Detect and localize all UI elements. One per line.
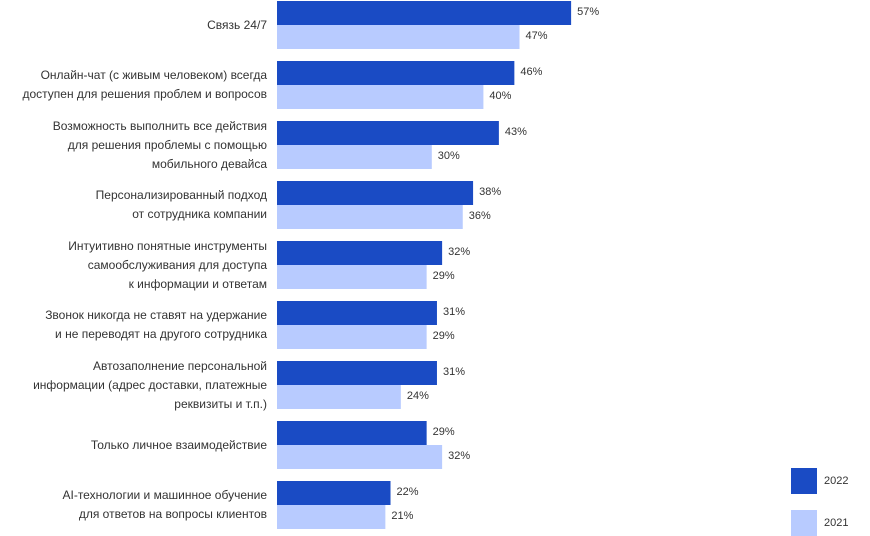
bar-2022-0: [277, 1, 572, 25]
category-label-line: Онлайн-чат (с живым человеком) всегда: [40, 68, 267, 82]
bar-2021-7: [277, 445, 443, 469]
bar-2022-4: [277, 241, 443, 265]
bar-2022-2: [277, 121, 499, 145]
category-label-6: Автозаполнение персональной информации (а…: [7, 357, 267, 414]
data-label-2022-0: 57%: [577, 6, 599, 18]
category-label-line: Звонок никогда не ставят на удержание: [45, 308, 267, 322]
data-label-2021-8: 21%: [391, 510, 413, 522]
data-label-2021-5: 29%: [433, 330, 455, 342]
bar-2022-3: [277, 181, 474, 205]
data-label-2021-6: 24%: [407, 390, 429, 402]
bar-2022-7: [277, 421, 427, 445]
legend-label-2021: 2021: [824, 517, 849, 529]
category-label-line: Персонализированный подход: [95, 188, 267, 202]
category-label-3: Персонализированный подход от сотрудника …: [7, 186, 267, 224]
data-label-2021-4: 29%: [433, 270, 455, 282]
bar-2022-6: [277, 361, 437, 385]
bar-2021-4: [277, 265, 427, 289]
category-label-line: к информации и ответам: [128, 276, 267, 291]
data-label-2021-2: 30%: [438, 150, 460, 162]
data-label-2021-0: 47%: [526, 30, 548, 42]
category-label-line: для ответов на вопросы клиентов: [78, 507, 267, 521]
category-label-8: AI-технологии и машинное обучение для отв…: [7, 486, 267, 524]
category-label-line: информации (адрес доставки, платежные: [33, 377, 267, 392]
category-label-line: Интуитивно понятные инструменты: [68, 238, 267, 253]
category-label-line: Автозаполнение персональной: [93, 358, 267, 373]
category-label-4: Интуитивно понятные инструменты самообслу…: [7, 237, 267, 294]
category-label-line: и не переводят на другого сотрудника: [55, 327, 267, 341]
bar-2022-8: [277, 481, 391, 505]
legend-label-2022: 2022: [824, 475, 849, 487]
data-label-2022-7: 29%: [433, 426, 455, 438]
category-label-7: Только личное взаимодействие: [7, 436, 267, 455]
data-label-2022-4: 32%: [448, 246, 470, 258]
bar-2021-0: [277, 25, 520, 49]
category-label-line: для решения проблемы с помощью: [67, 137, 267, 152]
data-label-2021-7: 32%: [448, 450, 470, 462]
category-label-0: Связь 24/7: [7, 16, 267, 35]
category-label-5: Звонок никогда не ставят на удержание и н…: [7, 306, 267, 344]
bar-2022-5: [277, 301, 437, 325]
legend-swatch-2021: [791, 510, 817, 536]
data-label-2022-8: 22%: [397, 486, 419, 498]
category-label-line: от сотрудника компании: [132, 207, 267, 221]
category-label-line: Возможность выполнить все действия: [52, 118, 267, 133]
bar-2021-5: [277, 325, 427, 349]
data-label-2022-1: 46%: [520, 66, 542, 78]
category-label-line: Связь 24/7: [207, 17, 267, 32]
category-label-line: мобильного девайса: [151, 156, 267, 171]
category-label-line: AI-технологии и машинное обучение: [62, 488, 267, 502]
data-label-2021-1: 40%: [489, 90, 511, 102]
bar-2021-3: [277, 205, 463, 229]
bar-2021-2: [277, 145, 432, 169]
data-label-2022-3: 38%: [479, 186, 501, 198]
data-label-2022-6: 31%: [443, 366, 465, 378]
bar-2021-6: [277, 385, 401, 409]
data-label-2022-2: 43%: [505, 126, 527, 138]
data-label-2022-5: 31%: [443, 306, 465, 318]
legend-swatch-2022: [791, 468, 817, 494]
category-label-1: Онлайн-чат (с живым человеком) всегда дос…: [7, 66, 267, 104]
bar-2022-1: [277, 61, 515, 85]
data-label-2021-3: 36%: [469, 210, 491, 222]
category-label-2: Возможность выполнить все действия для ре…: [7, 117, 267, 174]
category-label-line: Только личное взаимодействие: [90, 437, 267, 452]
category-label-line: самообслуживания для доступа: [87, 257, 267, 272]
bar-2021-1: [277, 85, 484, 109]
category-label-line: доступен для решения проблем и вопросов: [22, 87, 267, 101]
category-label-line: реквизиты и т.п.): [174, 396, 267, 411]
bar-2021-8: [277, 505, 386, 529]
